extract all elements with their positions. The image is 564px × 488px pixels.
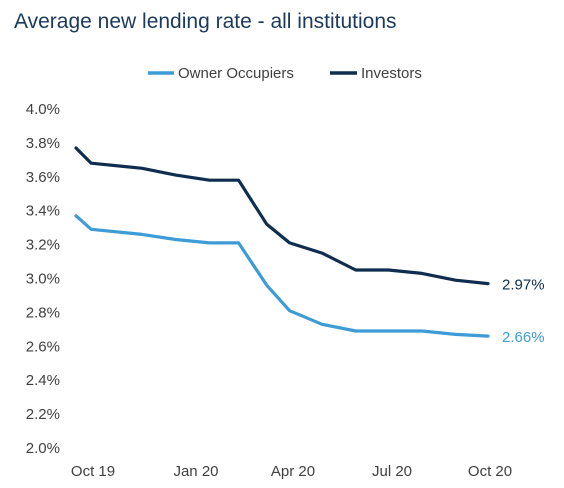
y-tick-label: 2.6% [26, 338, 60, 355]
chart-title: Average new lending rate - all instituti… [14, 10, 397, 33]
y-tick-label: 3.8% [26, 135, 60, 152]
y-tick-label: 2.2% [26, 406, 60, 423]
series-line [74, 146, 490, 286]
series-line [74, 214, 490, 338]
data-label: 2.66% [502, 329, 545, 346]
y-tick-label: 2.0% [26, 440, 60, 457]
data-label: 2.97% [502, 277, 545, 294]
y-tick-label: 2.4% [26, 372, 60, 389]
y-tick-label: 4.0% [26, 101, 60, 118]
x-tick-label: Apr 20 [271, 463, 315, 480]
x-tick-label: Jul 20 [372, 463, 412, 480]
y-tick-label: 3.6% [26, 169, 60, 186]
legend-label: Owner Occupiers [178, 65, 294, 82]
y-tick-label: 3.2% [26, 237, 60, 254]
x-tick-label: Jan 20 [173, 463, 218, 480]
y-tick-label: 3.0% [26, 271, 60, 288]
y-tick-label: 3.4% [26, 203, 60, 220]
y-tick-label: 2.8% [26, 304, 60, 321]
x-tick-label: Oct 19 [71, 463, 115, 480]
legend-label: Investors [361, 65, 422, 82]
x-tick-label: Oct 20 [468, 463, 512, 480]
